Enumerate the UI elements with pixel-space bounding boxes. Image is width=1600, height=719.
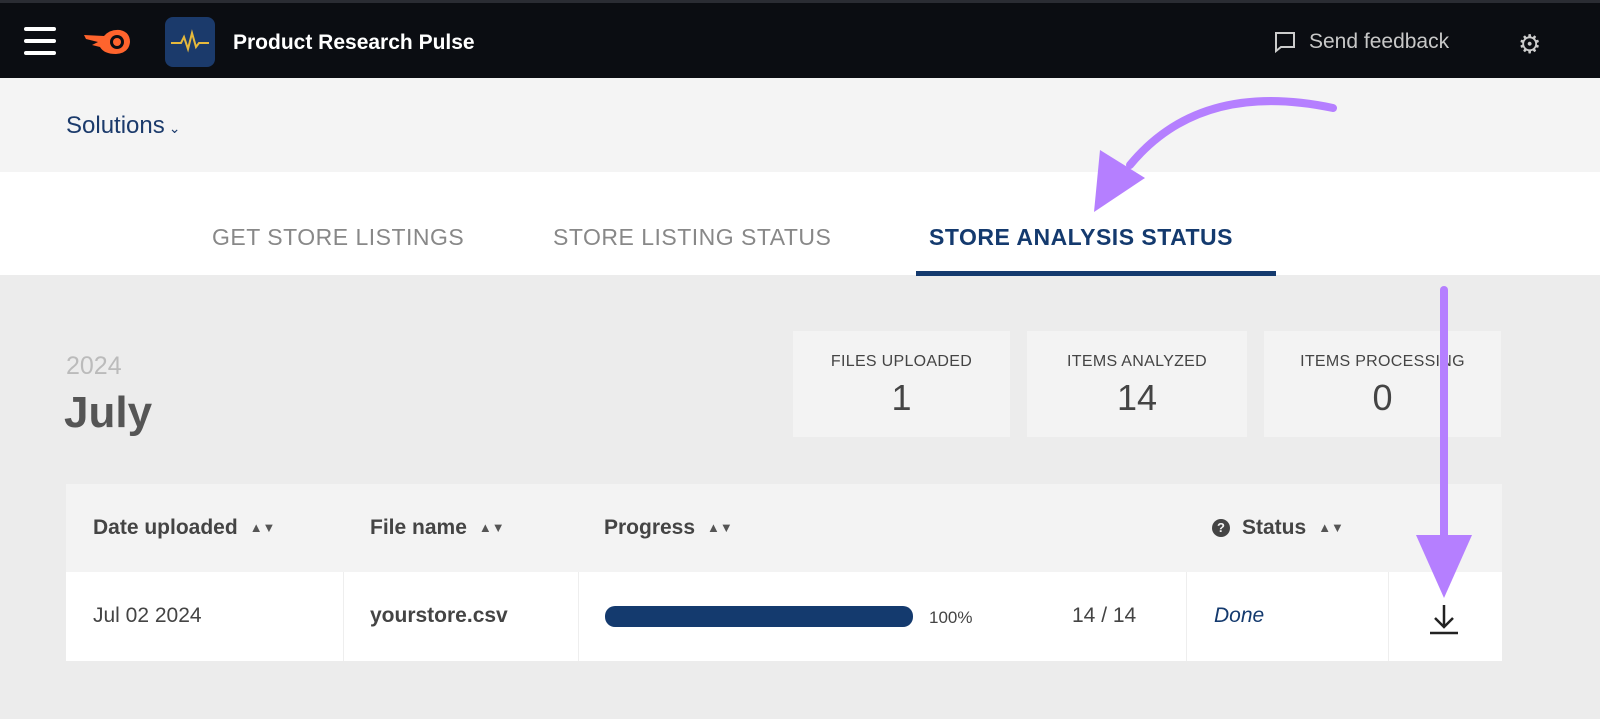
file-name-cell: yourstore.csv — [370, 604, 508, 627]
tab-store-listing-status[interactable]: STORE LISTING STATUS — [553, 224, 832, 250]
table-header: Date uploaded ▲▼ File name ▲▼ Progress ▲▼ ?… — [66, 484, 1502, 572]
app-logo — [165, 17, 215, 67]
stat-files-uploaded: FILES UPLOADED 1 — [793, 331, 1010, 437]
column-status[interactable]: ? Status ▲▼ — [1212, 516, 1344, 540]
sort-icon: ▲▼ — [1318, 520, 1344, 535]
column-label: Progress — [604, 516, 696, 539]
progress-count: 14 / 14 — [1072, 604, 1137, 627]
chevron-down-icon: ⌄ — [168, 120, 181, 136]
sort-icon: ▲▼ — [707, 520, 733, 535]
sort-icon: ▲▼ — [249, 520, 276, 535]
tab-get-store-listings[interactable]: GET STORE LISTINGS — [212, 224, 465, 250]
column-label: File name — [370, 516, 467, 539]
semrush-logo-icon[interactable] — [82, 27, 132, 57]
month-label: July — [64, 388, 153, 437]
send-feedback-label: Send feedback — [1309, 30, 1450, 53]
stat-value: 14 — [1116, 377, 1158, 418]
stat-value: 0 — [1372, 377, 1393, 418]
sub-nav — [0, 78, 1600, 172]
column-progress[interactable]: Progress ▲▼ — [604, 516, 733, 540]
column-date-uploaded[interactable]: Date uploaded ▲▼ — [93, 516, 275, 540]
solutions-dropdown[interactable]: Solutions ⌄ — [66, 112, 180, 140]
stat-items-processing: ITEMS PROCESSING 0 — [1264, 331, 1501, 437]
app-title: Product Research Pulse — [233, 31, 475, 54]
date-cell: Jul 02 2024 — [93, 604, 202, 627]
tab-bar: GET STORE LISTINGS STORE LISTING STATUS … — [0, 172, 1600, 275]
sort-icon: ▲▼ — [478, 520, 505, 535]
status-cell: Done — [1214, 604, 1265, 627]
progress-percent: 100% — [929, 608, 973, 627]
stat-label: ITEMS ANALYZED — [1067, 353, 1207, 370]
download-icon[interactable] — [1428, 602, 1460, 636]
column-file-name[interactable]: File name ▲▼ — [370, 516, 505, 540]
uploads-table: Date uploaded ▲▼ File name ▲▼ Progress ▲▼ ?… — [66, 484, 1502, 661]
year-label: 2024 — [66, 352, 122, 380]
feedback-icon — [1275, 32, 1295, 54]
gear-icon[interactable]: ⚙ — [1518, 29, 1542, 59]
active-tab-indicator — [916, 271, 1276, 276]
top-bar: Product Research Pulse Send feedback ⚙ — [0, 0, 1600, 78]
progress-bar — [605, 606, 913, 627]
tab-store-analysis-status[interactable]: STORE ANALYSIS STATUS — [929, 224, 1234, 250]
stat-label: FILES UPLOADED — [830, 353, 973, 370]
stat-value: 1 — [891, 377, 912, 418]
column-label: Date uploaded — [93, 516, 238, 539]
column-label: Status — [1242, 516, 1307, 539]
send-feedback-button[interactable]: Send feedback — [1273, 30, 1449, 54]
help-icon[interactable]: ? — [1212, 519, 1230, 537]
stat-label: ITEMS PROCESSING — [1300, 353, 1465, 370]
solutions-label: Solutions — [66, 112, 165, 139]
pulse-icon — [171, 29, 209, 53]
stat-items-analyzed: ITEMS ANALYZED 14 — [1027, 331, 1247, 437]
menu-icon[interactable] — [24, 27, 56, 55]
